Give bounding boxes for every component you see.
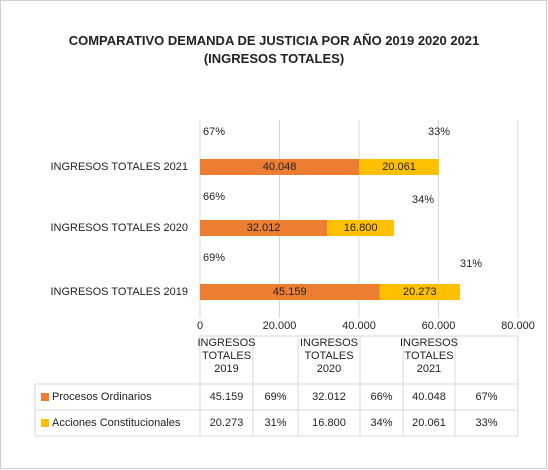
title-box: COMPARATIVO DEMANDA DE JUSTICIA POR AÑO … (68, 33, 480, 66)
table-value: 32.012 (312, 391, 346, 403)
table-percent: 69% (264, 391, 286, 403)
table-value: 20.273 (210, 417, 244, 429)
y-tick-label: INGRESOS TOTALES 2020 (50, 222, 188, 234)
value-label: 20.061 (382, 161, 416, 173)
percent-label: 69% (203, 252, 225, 264)
value-label: 32.012 (247, 222, 281, 234)
table-percent: 34% (370, 417, 392, 429)
legend-swatch (41, 393, 49, 401)
value-label: 20.273 (403, 286, 437, 298)
bar-segment (359, 159, 439, 175)
value-label: 45.159 (273, 286, 307, 298)
bar-segment (200, 159, 360, 175)
x-tick-label: 40.000 (342, 320, 376, 332)
x-tick-label: 60.000 (422, 320, 456, 332)
table-value: 16.800 (312, 417, 346, 429)
value-label: 40.048 (263, 161, 297, 173)
legend-label: Procesos Ordinarios (52, 391, 152, 403)
percent-label: 31% (460, 258, 482, 270)
table-value: 45.159 (210, 391, 244, 403)
x-tick-label: 80.000 (501, 320, 535, 332)
chart-title: COMPARATIVO DEMANDA DE JUSTICIA POR AÑO … (68, 33, 480, 66)
percent-label: 67% (203, 126, 225, 138)
y-tick-label: INGRESOS TOTALES 2019 (50, 286, 188, 298)
bar-segment (200, 284, 380, 300)
legend-swatch (41, 419, 49, 427)
table-header: INGRESOS TOTALES 2020 (299, 337, 359, 375)
table-header-box: INGRESOS TOTALES 2021 (399, 337, 459, 375)
bar-segment (327, 220, 395, 236)
x-tick-label: 0 (197, 320, 203, 332)
percent-label: 34% (412, 194, 434, 206)
table-header-box: INGRESOS TOTALES 2019 (197, 337, 256, 375)
table-percent: 31% (264, 417, 286, 429)
table-percent: 67% (475, 391, 497, 403)
bar-segment (379, 284, 461, 300)
percent-label: 66% (203, 191, 225, 203)
table-header: INGRESOS TOTALES 2021 (399, 337, 459, 375)
table-value: 20.061 (412, 417, 446, 429)
table-header: INGRESOS TOTALES 2019 (197, 337, 256, 375)
y-tick-label: INGRESOS TOTALES 2021 (50, 161, 188, 173)
table-value: 40.048 (412, 391, 446, 403)
table-percent: 66% (370, 391, 392, 403)
percent-label: 33% (428, 126, 450, 138)
table-percent: 33% (475, 417, 497, 429)
legend-label: Acciones Constitucionales (52, 417, 181, 429)
bar-segment (200, 220, 328, 236)
table-header-box: INGRESOS TOTALES 2020 (299, 337, 359, 375)
value-label: 16.800 (344, 222, 378, 234)
x-tick-label: 20.000 (263, 320, 297, 332)
